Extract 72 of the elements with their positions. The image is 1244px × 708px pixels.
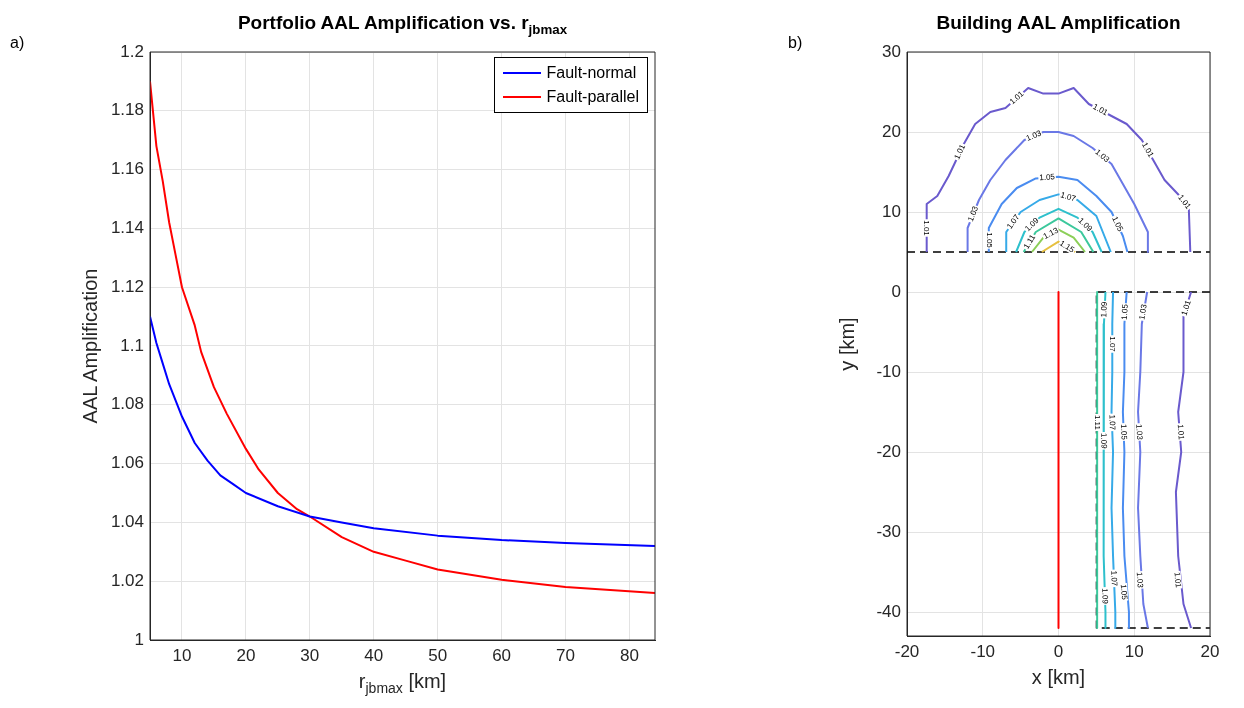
- y-tick-label: -10: [876, 361, 901, 381]
- annotation: 1.01: [922, 220, 932, 237]
- y-tick-label: 1.18: [110, 100, 144, 120]
- x-tick-label: 10: [172, 645, 192, 665]
- x-tick-label: -10: [970, 641, 996, 661]
- annotation: 1.13: [1041, 225, 1061, 241]
- annotation: 1.01: [1172, 571, 1184, 589]
- legend-label: Fault-parallel: [546, 88, 639, 106]
- annotation: 1.09: [1076, 215, 1095, 234]
- chart-title: Building AAL Amplification: [936, 12, 1181, 34]
- x-tick-label: 20: [236, 645, 256, 665]
- annotation: 1.05: [1039, 172, 1056, 183]
- legend-label: Fault-normal: [546, 64, 637, 82]
- x-tick-label: 70: [556, 645, 575, 665]
- annotation: 1.03: [965, 204, 981, 223]
- x-tick-label: 30: [300, 645, 320, 665]
- annotation: 1.09: [1099, 432, 1109, 450]
- annotation: 1.07: [1059, 190, 1078, 204]
- annotation: 1.07: [1108, 336, 1118, 353]
- annotation: 1.05: [984, 232, 994, 249]
- annotation: 1.07: [1109, 570, 1119, 587]
- y-tick-label: 1.06: [110, 453, 144, 473]
- annotation: 1.05: [1119, 424, 1129, 441]
- x-tick-label: 50: [428, 645, 448, 665]
- annotation: 1.01: [1179, 298, 1194, 317]
- annotation: 1.05: [1118, 583, 1130, 601]
- y-tick-label: 1.08: [110, 394, 144, 414]
- text: b): [788, 34, 803, 52]
- y-tick-label: 20: [882, 121, 901, 141]
- y-tick-label: 1.04: [110, 512, 144, 532]
- annotation: 1.01: [1140, 140, 1156, 160]
- y-tick-label: -20: [876, 441, 901, 461]
- annotation: 1.03: [1137, 303, 1149, 321]
- text: a): [10, 34, 25, 52]
- x-tick-label: 60: [492, 645, 512, 665]
- y-tick-label: 1.16: [110, 159, 144, 179]
- x-tick-label: 0: [1053, 641, 1064, 661]
- annotation: 1.03: [1093, 147, 1112, 165]
- y-tick-label: 1.02: [110, 570, 144, 590]
- annotation: 1.09: [1100, 588, 1110, 605]
- annotation: 1.01: [1091, 102, 1110, 118]
- annotation: 1.03: [1024, 128, 1044, 143]
- annotation: 1.03: [1134, 423, 1145, 441]
- annotation: 1.09: [1023, 215, 1041, 234]
- annotation: 1.01: [952, 142, 968, 161]
- annotation: 1.05: [1119, 303, 1130, 321]
- y-axis-title: y [km]: [835, 317, 859, 371]
- y-tick-label: 0: [891, 281, 901, 301]
- x-tick-label: 80: [619, 645, 639, 665]
- annotation: 1.05: [1110, 214, 1126, 234]
- y-tick-label: 30: [882, 41, 901, 61]
- x-tick-label: 20: [1200, 641, 1220, 661]
- annotation: 1.07: [1107, 414, 1118, 431]
- y-tick-label: 1: [134, 629, 144, 649]
- annotation: 1.09: [1099, 301, 1109, 318]
- x-tick-label: 10: [1124, 641, 1144, 661]
- annotation: 1.03: [1134, 571, 1145, 589]
- y-axis-title: AAL Amplification: [78, 268, 102, 424]
- x-axis-title: x [km]: [1031, 666, 1086, 689]
- x-tick-label: 40: [364, 645, 384, 665]
- y-tick-label: -30: [876, 521, 901, 541]
- y-tick-label: 1.14: [110, 218, 144, 238]
- y-tick-label: -40: [876, 601, 901, 621]
- y-tick-label: 1.12: [110, 276, 144, 296]
- annotation: 1.01: [1007, 88, 1026, 107]
- annotation: 1.11: [1092, 414, 1102, 431]
- annotation: 1.15: [1058, 238, 1077, 255]
- y-tick-label: 1.1: [120, 335, 144, 355]
- y-tick-label: 1.2: [120, 41, 144, 61]
- x-axis-title: r$_{jb}$$_{max}$ [km]: [358, 670, 447, 696]
- annotation: 1.01: [1175, 423, 1186, 441]
- y-tick-label: 10: [882, 201, 901, 221]
